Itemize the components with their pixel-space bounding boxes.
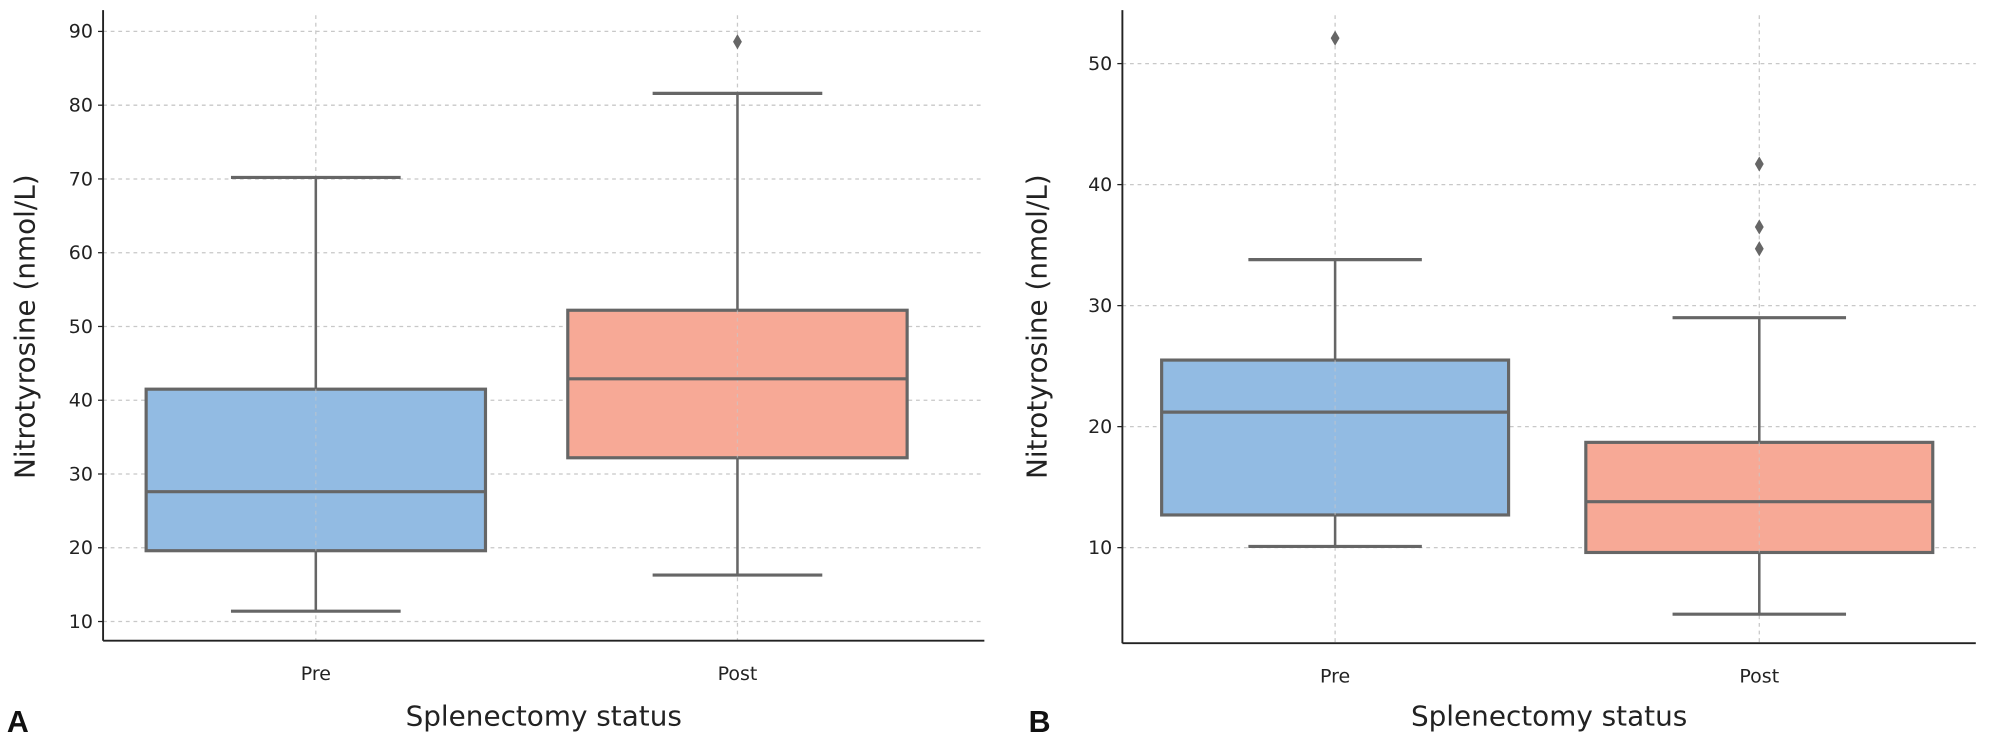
y-tick-label: 30	[69, 463, 93, 485]
outlier-point	[1330, 30, 1340, 46]
iqr-box	[566, 308, 909, 460]
y-tick-label: 50	[69, 316, 93, 338]
x-axis-label: Splenectomy status	[406, 700, 682, 733]
y-axis-label: Nitrotyrosine (nmol/L)	[1020, 174, 1053, 479]
y-tick-label: 10	[69, 611, 93, 633]
box-pre	[144, 175, 488, 613]
y-tick-label: 60	[69, 242, 93, 264]
y-tick-label: 30	[1088, 295, 1112, 317]
outlier-point	[1754, 241, 1764, 257]
y-tick-label: 90	[69, 21, 93, 43]
panel-label: A	[7, 705, 29, 739]
y-axis-label: Nitrotyrosine (nmol/L)	[9, 174, 42, 479]
x-tick-label: Pre	[1320, 665, 1350, 687]
x-tick-label: Pre	[301, 663, 331, 685]
iqr-box	[144, 387, 488, 553]
box-pre	[1160, 30, 1511, 549]
y-tick-label: 10	[1088, 537, 1112, 559]
x-tick-label: Post	[718, 663, 758, 685]
panel-a: A Splenectomy status Nitrotyrosine (nmol…	[7, 10, 985, 739]
outlier-point	[1754, 219, 1764, 235]
outlier-point	[733, 34, 742, 50]
y-tick-label: 50	[1088, 53, 1112, 75]
y-tick-label: 40	[69, 390, 93, 412]
x-tick-label: Post	[1739, 665, 1779, 687]
y-tick-label: 20	[69, 537, 93, 559]
y-tick-label: 80	[69, 95, 93, 117]
y-tick-label: 20	[1088, 416, 1112, 438]
panel-b: B Splenectomy status Nitrotyrosine (nmol…	[1020, 10, 1976, 739]
y-tick-label: 40	[1088, 174, 1112, 196]
box-post	[1584, 156, 1935, 616]
box-post	[566, 34, 909, 577]
y-tick-label: 70	[69, 168, 93, 190]
outlier-point	[1754, 156, 1764, 172]
panel-label: B	[1029, 705, 1051, 739]
x-axis-label: Splenectomy status	[1411, 700, 1687, 733]
